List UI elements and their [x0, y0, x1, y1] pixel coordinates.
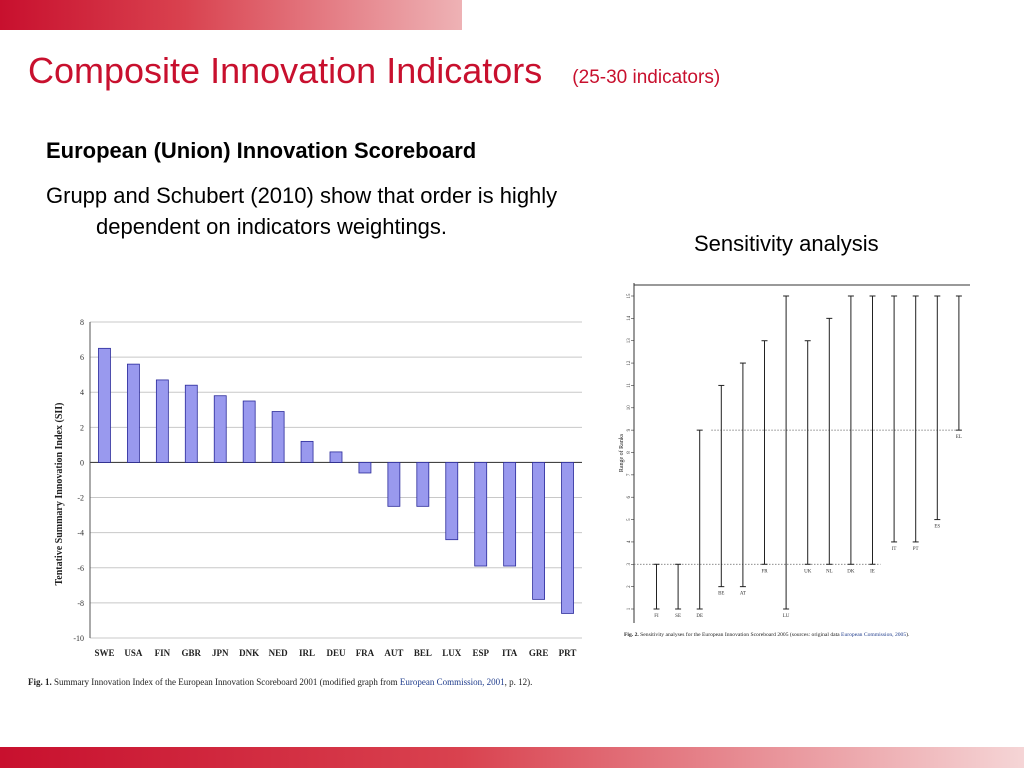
bar-y-tick-label: -6: [77, 564, 84, 573]
range-y-tick-label: 13: [627, 338, 632, 344]
range-y-axis-label: Range of Ranks: [618, 433, 625, 472]
bar-x-tick-label: USA: [124, 648, 143, 658]
bottom-accent-bar: [0, 747, 1024, 768]
bar-y-tick-label: 8: [80, 318, 84, 327]
range-item-label: IT: [892, 547, 897, 552]
bar-y-tick-label: 4: [80, 388, 84, 397]
bar-y-tick-label: -8: [77, 599, 84, 608]
bar-x-tick-label: DEU: [326, 648, 346, 658]
bar-x-tick-label: JPN: [212, 648, 229, 658]
title-note: (25-30 indicators): [572, 67, 721, 88]
bar: [271, 411, 285, 463]
range-y-tick-label: 4: [627, 540, 632, 543]
bar-y-tick-label: -10: [73, 634, 84, 643]
range-item-label: FI: [654, 614, 659, 619]
bar: [242, 400, 256, 463]
range-item-label: NL: [826, 569, 833, 574]
range-y-tick-label: 15: [627, 293, 632, 299]
bar-x-tick-label: ITA: [502, 648, 518, 658]
range-item-label: FR: [761, 569, 768, 574]
range-y-tick-label: 6: [627, 495, 632, 498]
top-accent-bar: [0, 0, 462, 30]
bar-chart: 8 6 4 2 0 -2 -4 -6 -8 -10 SWE USA FIN GBR JPN DNK NED IR…: [28, 318, 582, 687]
range-y-tick-label: 8: [627, 451, 632, 454]
title-main: Composite Innovation Indicators: [28, 50, 543, 91]
range-item-label: EL: [956, 435, 962, 440]
bar-x-tick-label: GBR: [182, 648, 202, 658]
bar: [561, 462, 574, 614]
bar: [445, 462, 459, 541]
range-item-label: DE: [696, 614, 703, 619]
range-y-tick-label: 1: [627, 607, 632, 610]
fig2-caption-end: ).: [906, 631, 910, 638]
range-item-label: UK: [804, 569, 812, 574]
range-y-tick-label: 10: [627, 405, 632, 411]
bar: [98, 347, 111, 463]
bar: [329, 451, 343, 463]
fig1-caption-label: Fig. 1.: [28, 677, 52, 687]
bar: [387, 462, 401, 507]
sensitivity-label: Sensitivity analysis: [694, 231, 879, 256]
fig1-caption-link[interactable]: European Commission, 2001: [400, 677, 505, 687]
range-y-tick-label: 12: [627, 360, 632, 366]
bar-y-tick-label: 0: [80, 458, 84, 467]
fig1-caption-text: Summary Innovation Index of the European…: [54, 677, 398, 687]
bar-x-tick-label: BEL: [414, 648, 432, 658]
slide-title: Composite Innovation Indicators (25-30 in…: [28, 50, 720, 92]
bar-x-tick-label: SWE: [94, 648, 114, 658]
bar: [127, 363, 140, 463]
section-heading: European (Union) Innovation Scoreboard: [46, 138, 477, 163]
range-item-label: LU: [783, 614, 790, 619]
bar: [474, 462, 488, 567]
range-y-tick-label: 2: [627, 585, 632, 588]
fig1-caption-end: , p. 12).: [505, 677, 533, 687]
fig2-caption-label: Fig. 2.: [624, 632, 639, 638]
bar-y-tick-label: -2: [77, 494, 84, 503]
range-item-label: AT: [740, 592, 746, 597]
range-y-tick-label: 11: [627, 383, 632, 388]
bar-x-tick-label: LUX: [442, 648, 462, 658]
bar-x-tick-label: IRL: [299, 648, 315, 658]
bar-x-tick-label: DNK: [239, 648, 259, 658]
fig2-caption-text: Sensitivity analyses for the European In…: [640, 631, 840, 638]
bar: [184, 384, 198, 463]
bar-y-tick-label: -4: [77, 529, 84, 538]
range-y-tick-label: 9: [627, 428, 632, 431]
range-item-label: PT: [913, 547, 919, 552]
bar-x-tick-label: NED: [269, 648, 289, 658]
range-y-tick-label: 5: [627, 518, 632, 521]
bar: [416, 462, 430, 507]
bar-x-tick-label: AUT: [384, 648, 403, 658]
range-y-tick-label: 3: [627, 563, 632, 566]
bar-y-tick-label: 6: [80, 353, 84, 362]
bar: [300, 440, 314, 463]
bar-y-axis-label: Tentative Summary Innovation Index (SII): [54, 403, 65, 586]
range-y-tick-label: 7: [627, 473, 632, 476]
fig1-caption: Fig. 1. Summary Innovation Index of the …: [28, 677, 532, 687]
bar-x-tick-label: FRA: [356, 648, 375, 658]
range-y-tick-label: 14: [627, 315, 632, 321]
range-item-label: SE: [675, 614, 681, 619]
bar-x-tick-label: PRT: [559, 648, 577, 658]
bar: [213, 395, 227, 463]
bar-x-tick-label: GRE: [529, 648, 549, 658]
body-text: Grupp and Schubert (2010) show that orde…: [46, 183, 558, 239]
fig2-caption-link[interactable]: European Commission, 2005: [841, 632, 906, 638]
bar: [532, 462, 545, 600]
fig2-caption: Fig. 2. Sensitivity analyses for the Eur…: [624, 631, 910, 638]
range-item-label: IE: [870, 569, 875, 574]
bar: [358, 462, 372, 474]
bar-y-tick-label: 2: [80, 423, 84, 432]
range-item-label: ES: [934, 525, 940, 530]
bar-x-tick-label: FIN: [155, 648, 171, 658]
bar: [155, 379, 169, 463]
range-item-label: BE: [718, 592, 724, 597]
bar: [503, 462, 517, 567]
bar-x-tick-label: ESP: [472, 648, 489, 658]
range-item-label: DK: [847, 569, 855, 574]
